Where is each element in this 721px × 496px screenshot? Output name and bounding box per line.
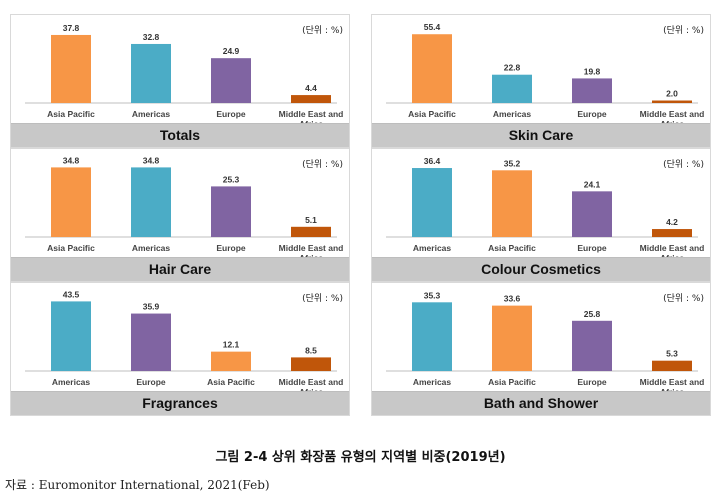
category-label: Middle East and [640,109,705,119]
chart-title: Totals [11,123,349,147]
unit-label: (단위 : %) [302,294,343,304]
data-label: 22.8 [504,63,521,73]
data-label: 5.1 [305,215,317,225]
category-label: Asia Pacific [408,109,456,119]
data-label: 55.4 [424,22,441,32]
data-label: 35.3 [424,290,441,300]
bar [291,95,331,103]
chart-title: Hair Care [11,257,349,281]
category-label: Europe [577,377,607,387]
bar [572,320,612,371]
category-label: Middle East and [279,377,344,387]
bar [131,43,171,103]
bar [131,313,171,371]
bar-chart: 34.8 Asia Pacific 34.8 Americas 25.3 Europe 5.… [25,155,344,263]
chart-panel: 36.4 Americas 35.2 Asia Pacific 24.1 Europe 4.… [371,148,711,282]
category-label: Americas [413,243,452,253]
category-label: Middle East and [640,243,705,253]
category-label: Middle East and [279,109,344,119]
data-label: 24.9 [223,46,240,56]
category-label: Europe [216,243,246,253]
data-label: 43.5 [63,289,80,299]
chart-title: Bath and Shower [372,391,710,415]
category-label: Asia Pacific [207,377,255,387]
figure-caption: 그림 2-4 상위 화장품 유형의 지역별 비중(2019년) [215,450,506,465]
data-label: 25.8 [584,309,601,319]
chart-panel: 35.3 Americas 33.6 Asia Pacific 25.8 Europe 5.… [371,282,711,416]
data-label: 5.3 [666,349,678,359]
bar [492,74,532,103]
data-label: 35.2 [504,158,521,168]
unit-label: (단위 : %) [302,160,343,170]
category-label: Middle East and [279,243,344,253]
bar [492,305,532,371]
data-label: 4.4 [305,83,317,93]
data-label: 37.8 [63,23,80,33]
bar [211,186,251,237]
bar [211,351,251,371]
bar [412,34,452,103]
bar [51,167,91,237]
bar [572,191,612,237]
category-label: Americas [132,109,171,119]
data-label: 24.1 [584,179,601,189]
bar [131,167,171,237]
data-label: 4.2 [666,217,678,227]
category-label: Europe [136,377,166,387]
data-label: 2.0 [666,89,678,99]
category-label: Asia Pacific [47,243,95,253]
data-label: 12.1 [223,340,240,350]
category-label: Asia Pacific [488,377,536,387]
chart-title: Skin Care [372,123,710,147]
category-label: Americas [493,109,532,119]
category-label: Europe [216,109,246,119]
bar-chart: 36.4 Americas 35.2 Asia Pacific 24.1 Europe 4.… [386,156,705,263]
data-label: 33.6 [504,294,521,304]
category-label: Americas [52,377,91,387]
category-label: Americas [132,243,171,253]
bar [652,229,692,237]
chart-panel: 55.4 Asia Pacific 22.8 Americas 19.8 Europe 2.… [371,14,711,148]
category-label: Americas [413,377,452,387]
bar [211,58,251,103]
bar [652,100,692,103]
category-label: Europe [577,109,607,119]
data-label: 36.4 [424,156,441,166]
unit-label: (단위 : %) [663,294,704,304]
unit-label: (단위 : %) [302,26,343,36]
bar [652,360,692,371]
bar-chart: 55.4 Asia Pacific 22.8 Americas 19.8 Europe 2.… [386,22,705,129]
data-label: 34.8 [63,155,80,165]
data-label: 34.8 [143,155,160,165]
unit-label: (단위 : %) [663,160,704,170]
category-label: Europe [577,243,607,253]
chart-title: Colour Cosmetics [372,257,710,281]
chart-panel: 43.5 Americas 35.9 Europe 12.1 Asia Pacific 8.… [10,282,350,416]
data-label: 35.9 [143,302,160,312]
bar [412,302,452,371]
bar [572,78,612,103]
chart-panel: 34.8 Asia Pacific 34.8 Americas 25.3 Europe 5.… [10,148,350,282]
source-note: 자료 : Euromonitor International, 2021(Feb… [5,478,270,492]
bar [51,301,91,371]
bar [291,226,331,237]
data-label: 25.3 [223,174,240,184]
chart-panel: 37.8 Asia Pacific 32.8 Americas 24.9 Europe 4.… [10,14,350,148]
category-label: Asia Pacific [488,243,536,253]
category-label: Middle East and [640,377,705,387]
bar [412,168,452,237]
unit-label: (단위 : %) [663,26,704,36]
bar [51,34,91,103]
chart-title: Fragrances [11,391,349,415]
data-label: 19.8 [584,66,601,76]
bar [291,357,331,371]
bar [492,170,532,237]
category-label: Asia Pacific [47,109,95,119]
data-label: 32.8 [143,32,160,42]
data-label: 8.5 [305,345,317,355]
